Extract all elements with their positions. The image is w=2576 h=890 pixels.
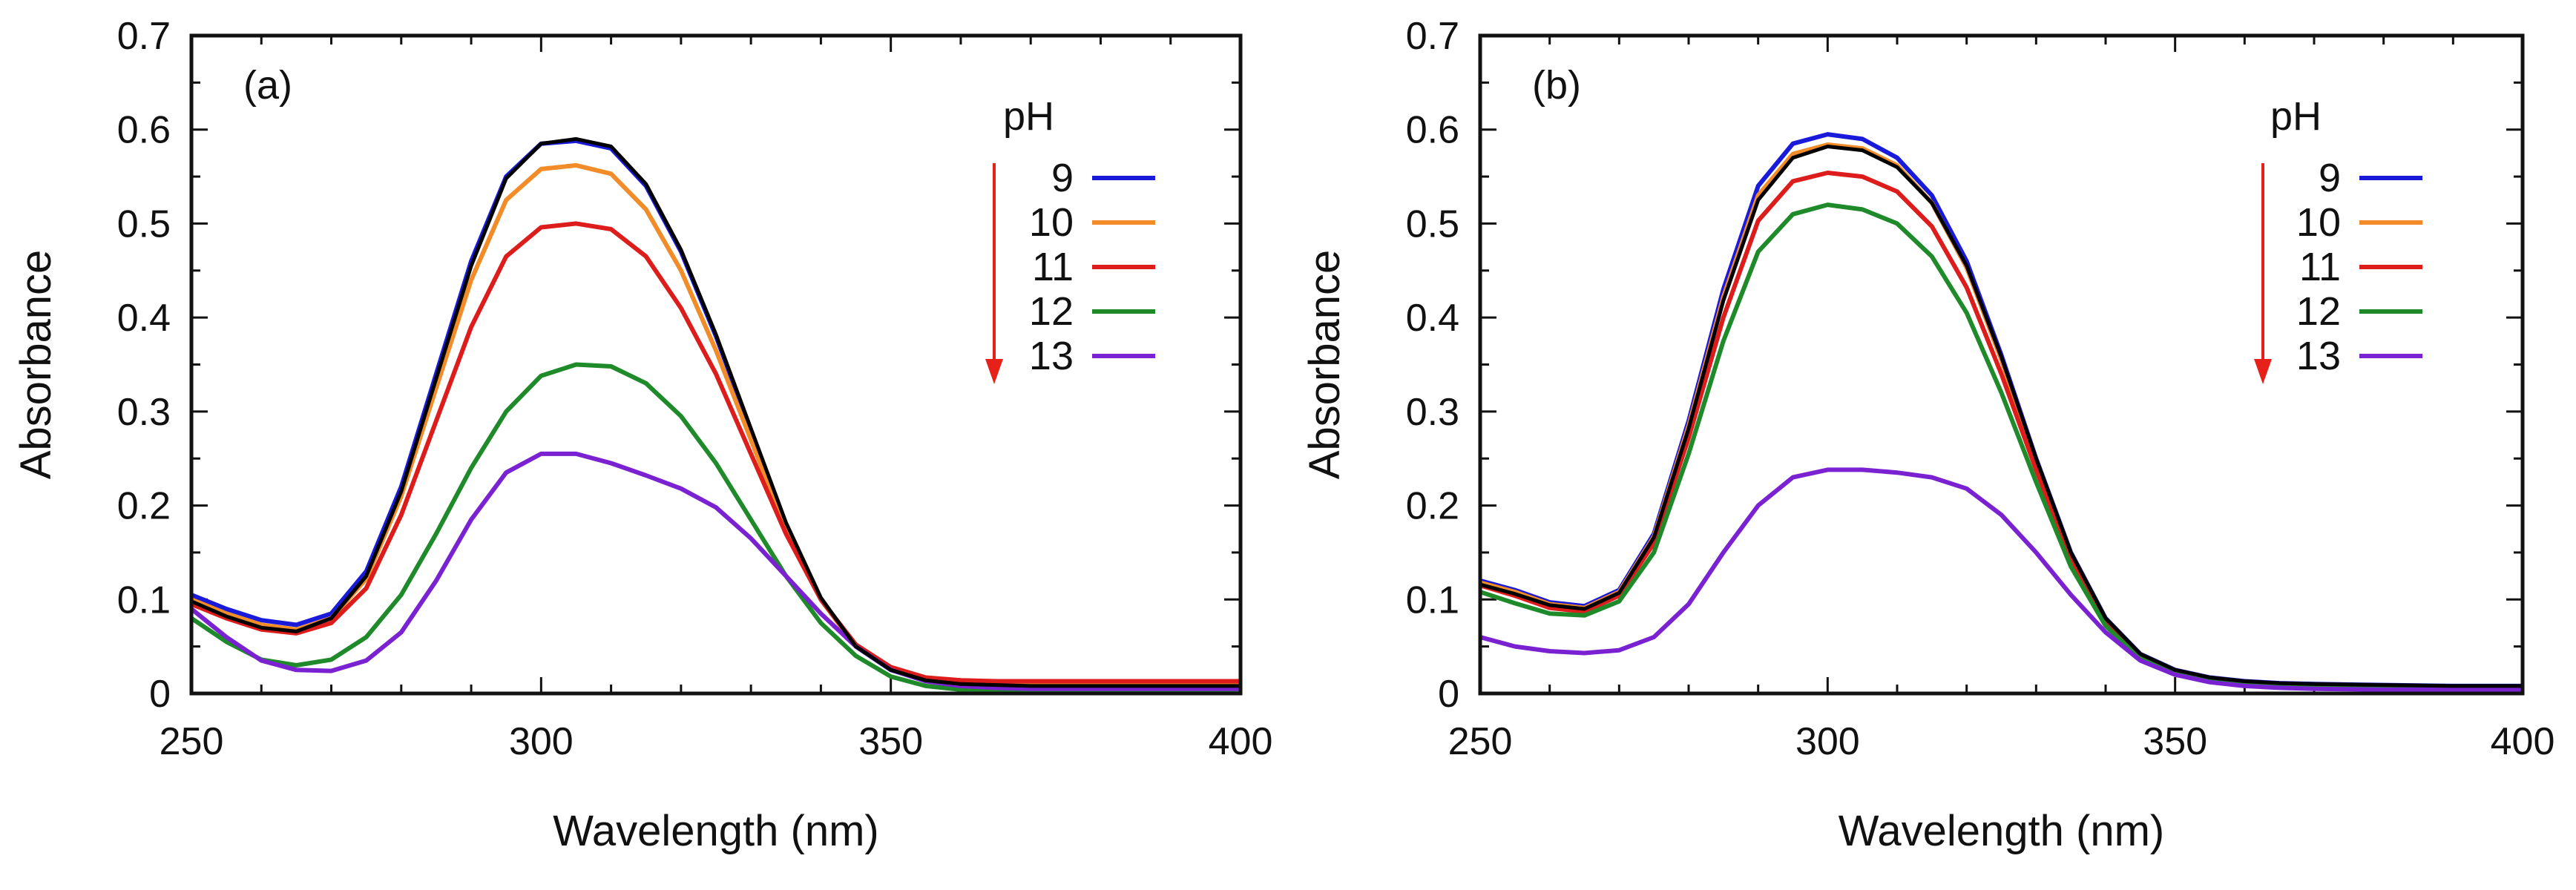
- series-line-ph-13: [1480, 467, 2523, 692]
- trend-arrow-head: [985, 359, 1003, 384]
- y-axis-title: Absorbance: [12, 250, 60, 480]
- y-tick-label: 0.4: [117, 297, 171, 340]
- legend-title: pH: [1003, 94, 1054, 139]
- legend-label: 12: [2296, 289, 2341, 334]
- y-tick-label: 0.2: [1406, 485, 1459, 528]
- series-line-reference: [191, 136, 1241, 688]
- x-tick-label: 250: [160, 720, 224, 763]
- legend-label: 10: [2296, 200, 2341, 245]
- series-line-ph-11: [191, 221, 1241, 684]
- y-tick-label: 0.5: [1406, 202, 1459, 245]
- x-tick-label: 350: [858, 720, 923, 763]
- trend-arrow-head: [2254, 359, 2272, 384]
- legend-label: 11: [2299, 245, 2341, 289]
- chart-panel-a: 250 300 350 400 0 0.1 0.2 0.3 0.4 0.5 0.6 0.7 Wavele…: [12, 15, 1272, 855]
- y-axis-title: Absorbance: [1301, 250, 1349, 480]
- series-line-ph-12: [1480, 202, 2523, 691]
- x-tick-label: 400: [2491, 720, 2555, 763]
- series-line-ph-9: [1480, 132, 2523, 688]
- x-tick-label: 250: [1448, 720, 1513, 763]
- series-line-reference: [1480, 145, 2523, 688]
- legend-label: 9: [1051, 156, 1074, 200]
- y-tick-label: 0.1: [1406, 578, 1459, 622]
- legend-label: 12: [1029, 289, 1074, 334]
- chart-panel-b: 250 300 350 400 0 0.1 0.2 0.3 0.4 0.5 0.6 0.7 Wavele…: [1301, 15, 2554, 855]
- y-tick-label: 0.2: [117, 485, 171, 528]
- plot-frame: [1478, 33, 2525, 696]
- series-line-ph-13: [191, 451, 1241, 691]
- legend-title: pH: [2270, 94, 2322, 139]
- y-tick-label: 0: [1438, 673, 1459, 716]
- y-tick-label: 0.7: [117, 15, 171, 58]
- x-axis-title: Wavelength (nm): [1839, 807, 2164, 855]
- y-tick-label: 0.3: [117, 391, 171, 434]
- x-tick-label: 400: [1209, 720, 1273, 763]
- y-tick-label: 0: [149, 673, 171, 716]
- x-tick-label: 350: [2143, 720, 2207, 763]
- x-tick-label: 300: [509, 720, 574, 763]
- y-tick-label: 0.6: [117, 109, 171, 152]
- series-line-ph-12: [191, 362, 1241, 693]
- panel-label: (a): [243, 63, 292, 108]
- x-tick-label: 300: [1795, 720, 1860, 763]
- y-tick-label: 0.4: [1406, 297, 1459, 340]
- y-tick-label: 0.1: [117, 578, 171, 622]
- legend-label: 9: [2319, 156, 2341, 200]
- y-tick-label: 0.7: [1406, 15, 1459, 58]
- y-tick-label: 0.6: [1406, 109, 1459, 152]
- series-line-ph-11: [1480, 171, 2523, 690]
- series-line-ph-10: [1480, 142, 2523, 690]
- y-tick-label: 0.3: [1406, 391, 1459, 434]
- x-axis-title: Wavelength (nm): [553, 807, 878, 855]
- plot-frame: [189, 33, 1243, 696]
- y-tick-label: 0.5: [117, 202, 171, 245]
- panel-label: (b): [1532, 63, 1581, 108]
- legend-label: 13: [1029, 334, 1074, 378]
- legend-label: 11: [1032, 245, 1074, 289]
- legend-label: 13: [2296, 334, 2341, 378]
- legend-label: 10: [1029, 200, 1074, 245]
